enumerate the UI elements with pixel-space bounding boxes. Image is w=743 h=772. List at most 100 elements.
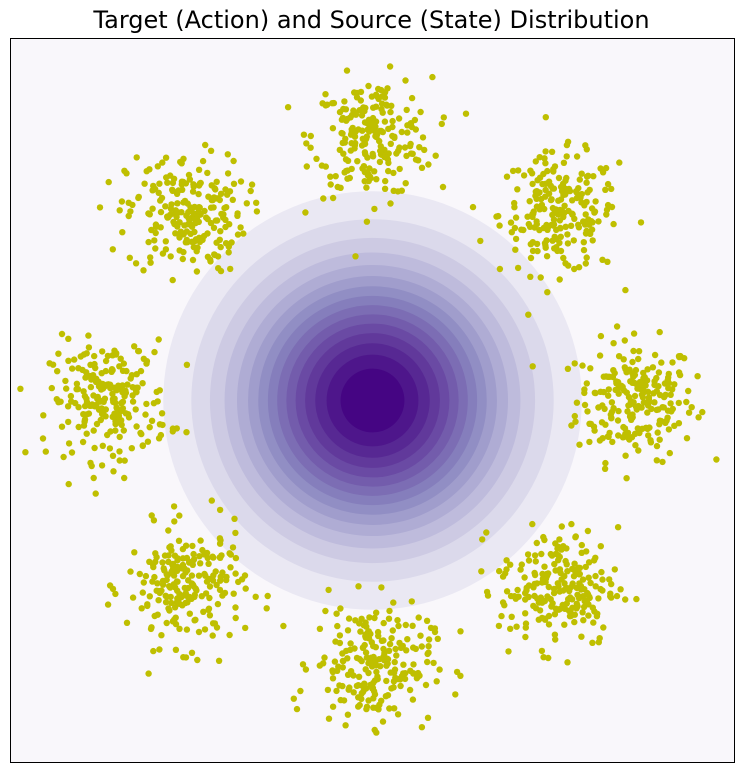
scatter-point — [380, 655, 387, 662]
scatter-point — [385, 167, 392, 175]
scatter-point — [211, 251, 219, 259]
scatter-point — [512, 246, 519, 253]
scatter-point — [113, 350, 120, 357]
scatter-point — [547, 550, 554, 558]
scatter-point — [581, 221, 589, 228]
scatter-point — [176, 512, 183, 519]
scatter-point — [229, 544, 237, 551]
scatter-point — [582, 260, 589, 267]
scatter-point — [551, 560, 558, 568]
scatter-point — [299, 661, 307, 668]
scatter-point — [507, 592, 515, 600]
scatter-point — [302, 209, 309, 216]
scatter-point — [316, 625, 324, 632]
scatter-point — [133, 154, 140, 161]
scatter-point — [252, 593, 259, 600]
scatter-point — [557, 247, 565, 255]
scatter-point — [200, 232, 208, 240]
scatter-point — [538, 550, 545, 558]
scatter-point — [118, 400, 125, 407]
scatter-point — [320, 195, 327, 202]
scatter-point — [587, 230, 594, 238]
scatter-point — [344, 627, 352, 634]
scatter-point — [626, 436, 633, 443]
scatter-point — [145, 670, 152, 677]
scatter-point — [390, 169, 397, 177]
scatter-point — [371, 677, 379, 684]
scatter-point — [651, 381, 658, 389]
scatter-point — [137, 429, 144, 437]
scatter-point — [226, 631, 233, 639]
scatter-point — [434, 635, 441, 642]
scatter-point — [562, 177, 569, 184]
scatter-point — [108, 368, 115, 375]
scatter-point — [394, 617, 401, 624]
scatter-point — [363, 705, 370, 713]
scatter-point — [392, 645, 399, 653]
scatter-point — [219, 592, 226, 599]
scatter-point — [72, 399, 79, 407]
scatter-point — [533, 188, 540, 195]
scatter-point — [469, 203, 477, 211]
scatter-point — [561, 621, 568, 628]
scatter-point — [207, 147, 215, 154]
scatter-point — [635, 402, 642, 410]
scatter-point — [200, 608, 207, 615]
scatter-point — [363, 184, 370, 191]
scatter-point — [173, 213, 180, 221]
scatter-point — [390, 684, 397, 691]
scatter-point — [128, 445, 135, 452]
scatter-point — [366, 165, 373, 172]
scatter-point — [221, 204, 228, 212]
scatter-point — [136, 570, 143, 578]
scatter-point — [509, 167, 517, 175]
scatter-point — [146, 166, 153, 173]
scatter-point — [190, 210, 197, 217]
scatter-point — [139, 380, 146, 387]
scatter-point — [87, 459, 94, 467]
scatter-point — [353, 654, 361, 662]
scatter-point — [377, 143, 384, 150]
scatter-point — [80, 388, 87, 395]
scatter-point — [561, 573, 568, 580]
scatter-point — [324, 686, 332, 694]
scatter-point — [564, 365, 572, 372]
scatter-point — [102, 406, 110, 413]
scatter-point — [592, 389, 599, 397]
scatter-point — [322, 102, 329, 109]
scatter-point — [675, 353, 683, 360]
scatter-point — [406, 686, 414, 694]
scatter-point — [92, 378, 100, 386]
scatter-point — [603, 206, 611, 214]
scatter-point — [300, 131, 308, 138]
scatter-point — [580, 246, 588, 254]
scatter-point — [527, 241, 534, 248]
scatter-point — [152, 550, 159, 557]
scatter-point — [237, 178, 245, 185]
scatter-point — [163, 174, 170, 181]
scatter-point — [583, 380, 590, 387]
scatter-point — [581, 386, 588, 393]
scatter-point — [347, 640, 354, 647]
scatter-point — [621, 337, 628, 344]
scatter-point — [563, 153, 570, 160]
scatter-point — [384, 692, 392, 699]
scatter-point — [345, 615, 353, 622]
scatter-point — [39, 435, 47, 442]
scatter-point — [241, 572, 249, 579]
scatter-point — [564, 138, 572, 145]
scatter-point — [363, 623, 370, 630]
scatter-point — [572, 533, 579, 540]
scatter-point — [525, 557, 533, 564]
scatter-point — [587, 579, 594, 587]
scatter-point — [112, 427, 119, 434]
scatter-point — [582, 563, 589, 571]
scatter-point — [212, 217, 219, 224]
scatter-point — [352, 139, 359, 147]
scatter-point — [404, 129, 411, 136]
scatter-point — [423, 617, 431, 624]
scatter-point — [602, 186, 609, 193]
scatter-point — [232, 604, 239, 611]
scatter-point — [579, 362, 586, 369]
scatter-point — [121, 457, 128, 464]
